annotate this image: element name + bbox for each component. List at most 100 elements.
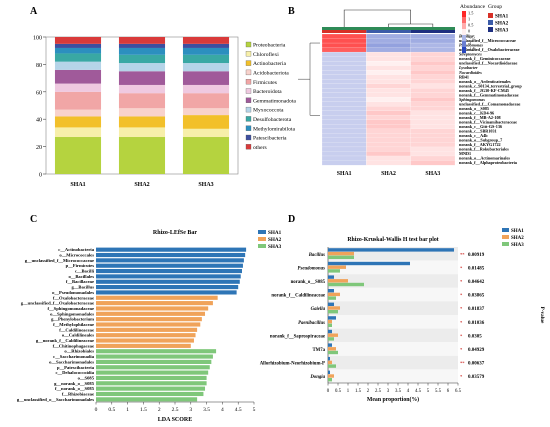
heatmap-cell [321, 79, 367, 84]
heatmap-cell [366, 92, 411, 98]
mean-bar-sha3 [328, 255, 354, 259]
lda-bar-label: g__unclassified_f__Oxalobacteraceae [21, 301, 94, 306]
heatmap-cell [321, 38, 367, 44]
legend-label-firmicutes: Firmicutes [253, 80, 277, 86]
scale-swatch [462, 17, 466, 23]
heatmap-cell [410, 146, 456, 152]
heatmap-row-label: unclassified_f__Comamonadaceae [459, 101, 521, 106]
lda-bar-label: p__Firmicutes [66, 263, 95, 268]
lda-bar-label: c__Actinobacteria [58, 247, 94, 252]
legend-label-patescibacteria: Patescibacteria [253, 136, 287, 142]
heatmap-cell [321, 133, 367, 139]
p-value: 0.00637 [468, 362, 485, 367]
legend-label-methylomirabilota: Methylomirabilota [253, 126, 295, 132]
heatmap-row-label: Sphingomonas [459, 97, 485, 102]
lda-bar-label: o__Rhizobiales [64, 349, 94, 354]
scale-swatch [462, 23, 466, 29]
lda-bar-label: o__Micrococcales [59, 253, 94, 258]
taxon-label: Dongia [309, 375, 325, 380]
heatmap-cell [410, 65, 456, 71]
heatmap-cell [410, 137, 456, 143]
heatmap-cell [410, 97, 456, 103]
legend-swatch-methylomirabilota [245, 125, 252, 131]
heatmap-cell [366, 97, 411, 103]
lda-bar-label: o__Bacillales [68, 274, 94, 279]
legend-swatch-gemmatimonadota [245, 97, 252, 103]
group-color-bar [322, 30, 367, 33]
mean-bar-sha3 [328, 269, 340, 273]
significance-stars: * [460, 320, 463, 325]
x-tick-label-c: 4 [221, 407, 224, 413]
scale-tick-label: -0.5 [468, 35, 475, 40]
panel-letter-a: A [30, 6, 38, 17]
row-background [328, 287, 458, 302]
legend-swatch-firmicutes [245, 79, 252, 85]
x-tick-label-a: SHA2 [134, 182, 149, 188]
lda-bar-label: g__norank_o__S085 [54, 381, 95, 386]
heatmap-cell [366, 74, 411, 80]
x-tick-label-d: 3 [387, 389, 390, 394]
bar-segment-gemmatimonadota [118, 71, 166, 85]
bar-segment-chloroflexi [118, 127, 166, 138]
heatmap-cell [321, 33, 367, 39]
heatmap-cell [321, 83, 367, 89]
heatmap-cell [321, 88, 367, 94]
p-value: 0.03865 [468, 294, 485, 299]
heatmap-cell [410, 110, 456, 116]
x-tick-label-d: 6.5 [455, 389, 462, 394]
heatmap-cell [366, 101, 411, 107]
bar-segment-bacteroidota [182, 84, 230, 94]
legend-swatch-myxococcota [245, 106, 252, 113]
mean-bar-sha2 [328, 360, 332, 365]
bar-segment-desulfobacterota [54, 53, 102, 62]
heatmap-cell [410, 160, 456, 166]
scale-tick-label: 0.5 [468, 23, 473, 28]
heatmap-cell [366, 155, 411, 161]
p-value: 0.04929 [468, 348, 485, 353]
heatmap-cell [410, 133, 456, 139]
lda-bar-label: o__Caldilineales [62, 333, 94, 338]
significance-stars: ** [460, 252, 465, 257]
x-axis-label-d: Mean proportion(%) [367, 396, 419, 403]
heatmap-cell [410, 88, 456, 94]
heatmap-row-label: norank_o__S085 [459, 106, 489, 111]
heatmap-cell [410, 42, 456, 48]
group-legend-swatch [488, 27, 493, 32]
heatmap-row-label: norank_c__Gitt-GS-136 [459, 124, 502, 129]
group-top-bar [322, 27, 455, 30]
legend-swatch-patescibacteria [245, 134, 252, 141]
lda-bar-o-bacillales [96, 274, 241, 279]
heatmap-cell [366, 128, 411, 134]
heatmap-cell [321, 155, 367, 161]
heatmap-cell [321, 146, 367, 152]
panel-a-stacked-bar: 0 20 40 60 80 100 SHA1 SHA2 SHA3 Proteobacteria Ch… [33, 36, 296, 189]
mean-bar-sha3 [328, 350, 338, 355]
bar-segment-actinobacteria [118, 116, 166, 128]
mean-bar-sha1 [328, 370, 330, 374]
y-tick-label-a: 100 [33, 36, 42, 42]
lda-bar-label: g__unclassified_f__Micrococcaceae [25, 258, 94, 263]
significance-stars: * [460, 374, 463, 379]
heatmap-row-label: Pseudomonas [459, 43, 483, 48]
panel-d-kruskal-bar: Rhizo-Kruskal-Wallis H test bar plot 0 0.5… [260, 228, 545, 403]
heatmap-cell [410, 74, 456, 80]
bar-segment-patescibacteria [118, 43, 166, 48]
heatmap-col-label: SHA1 [337, 171, 352, 177]
lda-bar-label: f__Oxalobacteraceae [53, 295, 94, 300]
bar-segment-proteobacteria [182, 137, 230, 174]
bar-segment-others [54, 37, 102, 44]
p-value: 0.03579 [468, 375, 485, 380]
bar-segment-proteobacteria [118, 137, 166, 174]
bar-segment-methylomirabilota [182, 47, 230, 55]
heatmap-cell [366, 33, 411, 39]
x-tick-label-d: 4 [407, 389, 410, 394]
lda-bar-c-bacilli [96, 268, 242, 274]
mean-bar-sha2 [328, 279, 348, 283]
x-tick-label-d: 1 [347, 389, 350, 394]
heatmap-row-label: norank_o__Actinomarinales [459, 156, 510, 161]
p-value: 0.00919 [468, 253, 485, 258]
legend-swatch-desulfobacterota [245, 116, 252, 122]
lda-bar-f-bacillaceae [96, 279, 240, 284]
heatmap-cell [410, 56, 456, 62]
legend-swatch-bacteroidota [245, 88, 252, 94]
